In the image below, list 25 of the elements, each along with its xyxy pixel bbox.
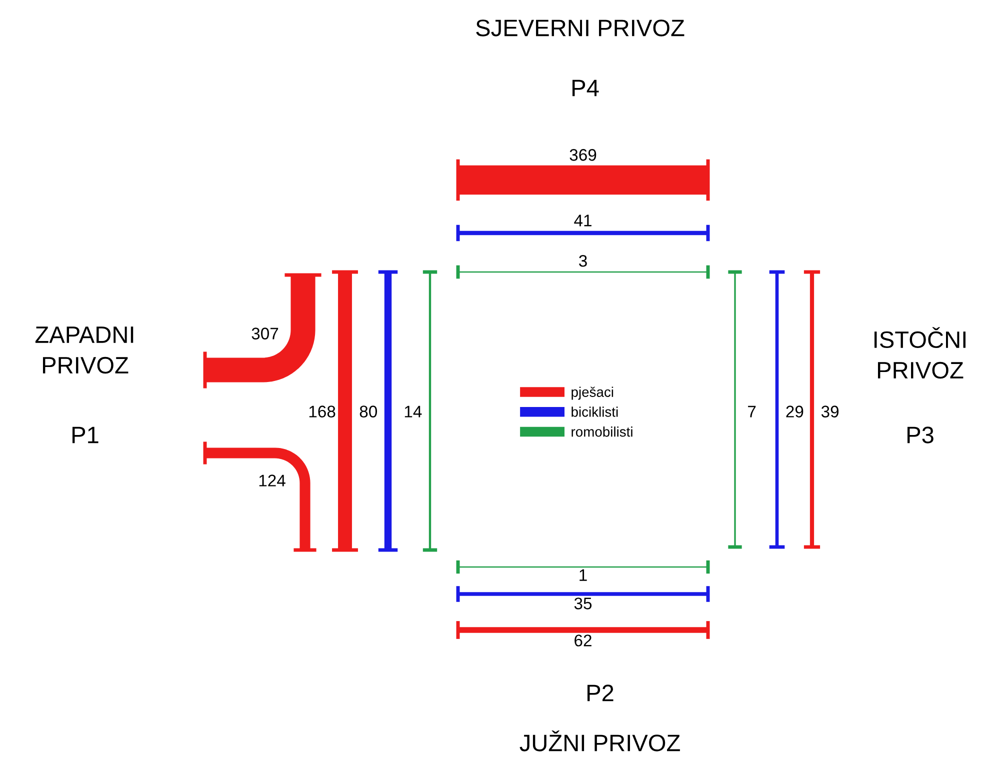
data-label: 7: [748, 406, 756, 418]
data-label: 3: [579, 255, 587, 267]
category-label: JUŽNI PRIVOZ: [520, 730, 680, 752]
text: P3: [907, 426, 934, 444]
data-label: 124: [259, 474, 286, 486]
data-label: 369: [570, 149, 596, 161]
category-label: ZAPADNI PRIVOZ: [35, 326, 134, 374]
data-label: 168: [309, 406, 336, 418]
category-label: SJEVERNI PRIVOZ: [476, 20, 684, 36]
legend-label: pješaci: [572, 386, 614, 400]
data-label: 35: [574, 598, 592, 610]
data-label: 14: [404, 406, 422, 418]
data-label: 41: [574, 214, 592, 226]
category-label: ISTOČNI PRIVOZ: [874, 327, 966, 379]
data-label: 80: [360, 406, 378, 418]
text: P2: [587, 684, 614, 702]
text: P1: [72, 426, 98, 444]
data-label: 29: [786, 406, 804, 418]
data-label: 39: [821, 406, 839, 418]
data-label: 1: [580, 569, 587, 581]
legend-label: romobilisti: [572, 426, 632, 437]
text: P4: [572, 80, 599, 96]
legend-label: biciklisti: [572, 406, 618, 417]
data-label: 307: [252, 328, 278, 340]
data-label: 62: [574, 634, 592, 646]
